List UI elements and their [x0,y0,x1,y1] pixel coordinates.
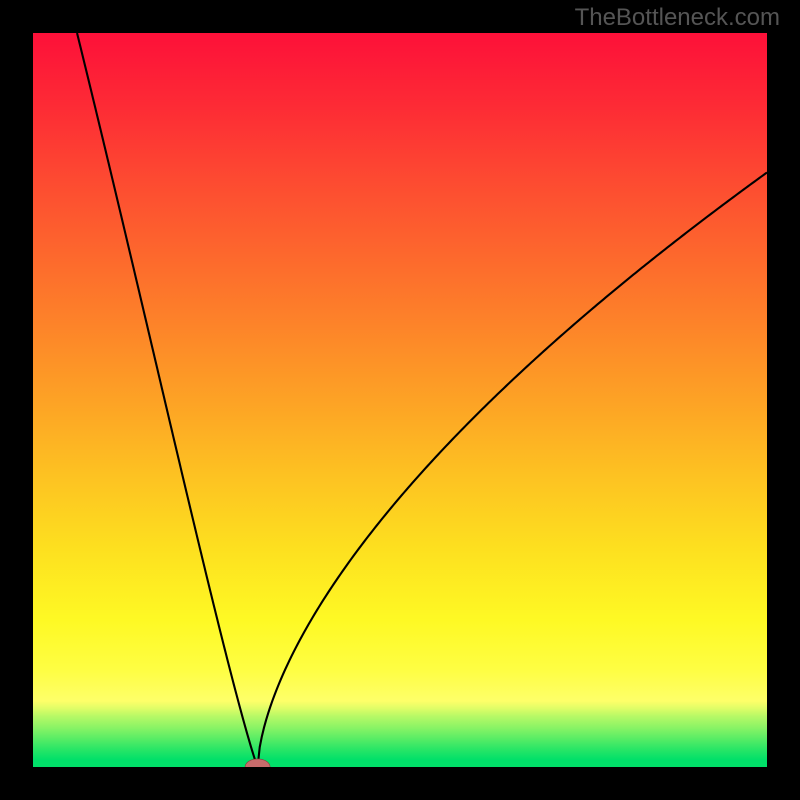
bottleneck-chart [33,33,767,767]
chart-container: TheBottleneck.com [0,0,800,800]
plot-background [33,33,767,767]
watermark-text: TheBottleneck.com [575,4,780,32]
